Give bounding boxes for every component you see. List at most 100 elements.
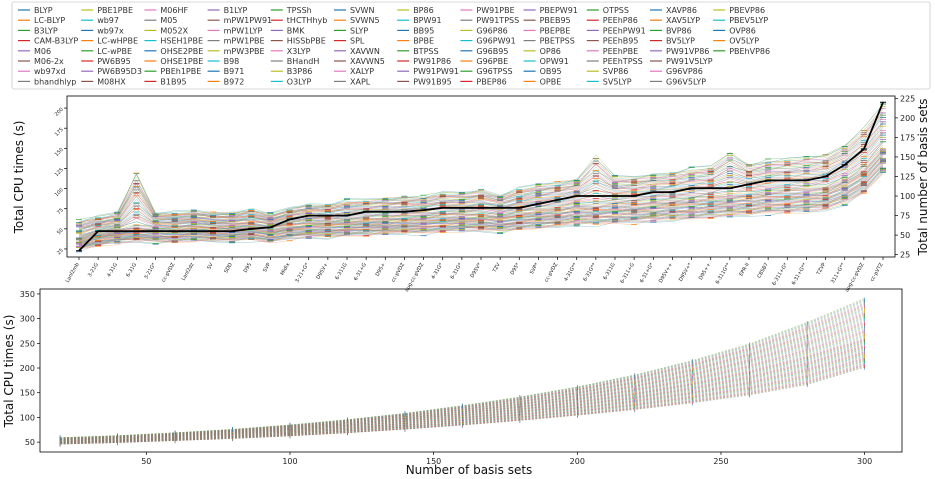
series-line	[60, 353, 865, 444]
legend-entry: BPBE	[413, 37, 434, 46]
y-tick-label: 25	[56, 248, 65, 257]
x-tick-label: 4-31G*	[430, 262, 444, 281]
series-line	[60, 354, 865, 444]
legend-entry: PBEV5LYP	[729, 16, 768, 25]
series-line	[60, 353, 865, 444]
series-line	[78, 119, 884, 227]
x-tick-label: 6-31+G	[353, 262, 368, 282]
series-line	[78, 137, 884, 234]
series-line	[78, 168, 884, 248]
y2-tick-label: 25	[900, 251, 910, 260]
x-tick-label: 3-21+G*	[294, 262, 310, 284]
y2-tick-label: 225	[900, 94, 915, 103]
legend-entry: B1LYP	[224, 6, 248, 15]
x-tick-label: Lanl2mb	[65, 262, 81, 284]
series-line	[60, 356, 865, 444]
legend-entry: PW6B95D3	[97, 67, 142, 76]
legend-entry: PBEh1PBE	[160, 67, 201, 76]
x-tick-label: 3-21G*	[143, 262, 157, 281]
legend-entry: TPSSh	[286, 6, 312, 15]
legend-entry: PEEhP86	[603, 16, 638, 25]
series-line	[60, 355, 865, 444]
series-line	[78, 121, 884, 228]
y2-tick-label: 150	[900, 153, 915, 162]
legend-entry: G96V5LYP	[666, 77, 706, 86]
series-line	[78, 160, 884, 244]
y-tick-label: 200	[20, 364, 35, 373]
legend-entry: BVP86	[666, 26, 692, 35]
x-tick-label: D95+	[375, 262, 387, 277]
x-tick-label: cc-pVDZ	[161, 262, 177, 284]
bottom-panel: 50 100 150 200 250 300 350 50 100 150 200 250 300 T…	[2, 288, 903, 477]
bottom-series-layer	[59, 297, 865, 447]
legend-entry: LC-BLYP	[34, 16, 65, 25]
y2-tick-label: 75	[900, 212, 910, 221]
series-line	[60, 350, 865, 443]
x-tick-label: D95V++	[658, 262, 674, 284]
x-tick-label: SV	[206, 262, 215, 271]
y-tick-label: 250	[20, 339, 35, 348]
legend-entry: PBEB95	[540, 16, 571, 25]
series-line	[60, 351, 865, 443]
series-line	[60, 360, 865, 444]
legend-entry: mPW1PBE	[224, 37, 265, 46]
x-tick-label: aug-cc-pVDZ	[404, 262, 426, 294]
legend-entry: BMK	[287, 26, 305, 35]
y2-tick-label: 125	[900, 173, 915, 182]
x-tick-label: 3-21G	[87, 262, 100, 278]
series-line	[78, 170, 884, 248]
x-tick-label: SVP*	[529, 262, 541, 276]
legend-entry: O3LYP	[287, 77, 312, 86]
legend-entry: XAVWN5	[350, 57, 385, 66]
x-tick-label: D95V+	[315, 262, 329, 280]
series-line	[60, 298, 865, 438]
x-tick-label: 4-31G**	[563, 262, 579, 283]
legend-entry: XAV5LYP	[666, 16, 700, 25]
series-line	[60, 349, 865, 443]
x-tick-label: SVP	[262, 262, 272, 273]
x-tick-label: 50	[141, 457, 151, 466]
series-line	[60, 358, 865, 444]
x-tick-label: D95++	[698, 262, 712, 281]
x-tick-label: cc-pVTZ	[869, 262, 885, 283]
legend-entry: B972	[224, 77, 245, 86]
legend-entry: BV5LYP	[666, 37, 695, 46]
y2-tick-label: 100	[900, 192, 915, 201]
series-line	[78, 141, 884, 240]
x-tick-label: TZV	[491, 262, 502, 275]
legend-entry: bhandhlyp	[34, 77, 76, 86]
legend-entry: OB95	[540, 67, 562, 76]
legend-entry: OVP86	[729, 26, 756, 35]
x-tick-label: 300	[857, 457, 872, 466]
series-line	[78, 139, 884, 239]
legend-entry: mPW3PBE	[224, 47, 265, 56]
series-line	[78, 137, 884, 233]
x-tick-label: 6-31G	[125, 262, 138, 278]
x-tick-label: TZVP	[815, 262, 827, 277]
legend-entry: G96TPSS	[476, 67, 512, 76]
y-tick-label: 100	[20, 413, 35, 422]
x-tick-label: 6-31G*	[450, 262, 464, 281]
legend-entry: PBEPW91	[540, 6, 578, 15]
legend-entry: SVP86	[603, 67, 629, 76]
legend-entry: G96B95	[476, 47, 508, 56]
legend-entry: CAM-B3LYP	[34, 37, 78, 46]
legend-entry: X3LYP	[287, 47, 311, 56]
legend-entry: OPW91	[540, 57, 569, 66]
legend-entry: G96P86	[476, 26, 507, 35]
series-line	[60, 348, 865, 443]
y-tick-label: 175	[54, 127, 65, 138]
x-tick-label: 150	[426, 457, 441, 466]
legend-entry: BHandH	[287, 57, 320, 66]
legend-entry: BTPSS	[413, 47, 438, 56]
legend-entry: G96PW91	[476, 37, 515, 46]
x-tick-label: 6-311G	[602, 262, 616, 281]
legend-entry: M06	[34, 47, 51, 56]
y-tick-label: 50	[25, 438, 35, 447]
legend-entry: OP86	[540, 47, 561, 56]
series-line	[60, 358, 865, 444]
legend-entry: SVWN	[350, 6, 374, 15]
bottom-x-axis: 50 100 150 200 250 300	[141, 452, 872, 466]
legend-entry: PW91B95	[413, 77, 452, 86]
